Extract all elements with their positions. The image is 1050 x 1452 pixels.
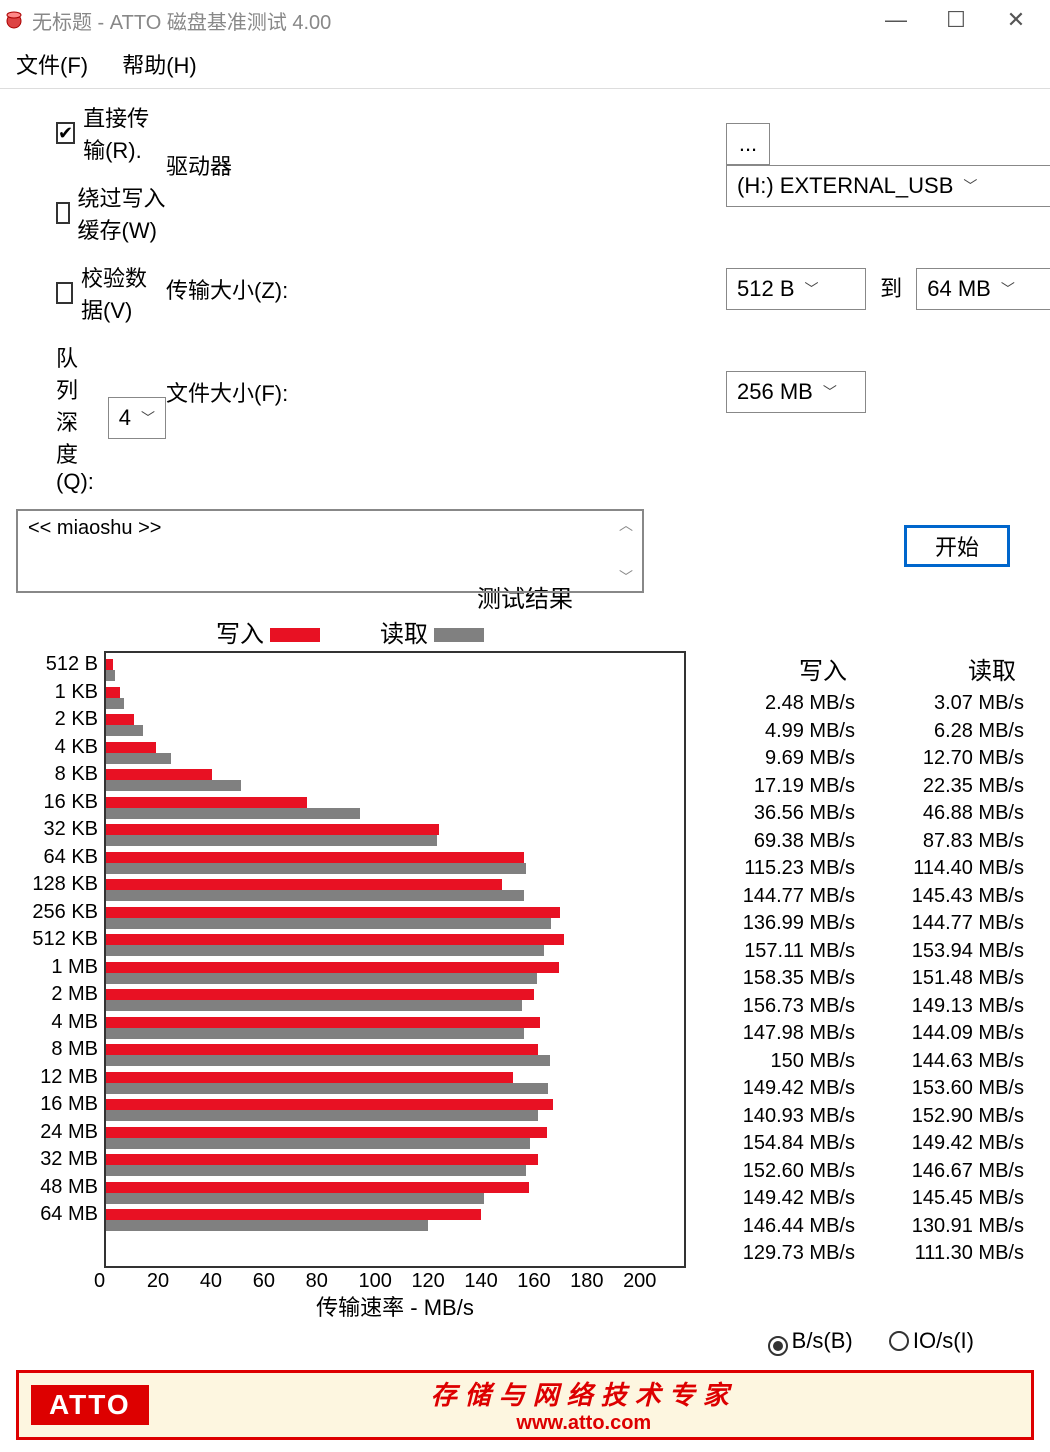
file-size-label: 文件大小(F): bbox=[166, 376, 726, 408]
scroll-down-icon[interactable]: ﹀ bbox=[614, 567, 638, 587]
results-table: 写入 读取 2.48 MB/s3.07 MB/s4.99 MB/s6.28 MB… bbox=[686, 651, 1034, 1268]
radio-bs[interactable]: B/s(B) bbox=[768, 1328, 853, 1353]
menubar: 文件(F) 帮助(H) bbox=[0, 40, 1050, 89]
chevron-down-icon: ﹀ bbox=[141, 408, 155, 428]
verify-checkbox[interactable]: 校验数据(V) bbox=[56, 261, 166, 325]
chart-x-label: 传输速率 - MB/s bbox=[104, 1290, 686, 1322]
chart-bars bbox=[104, 651, 686, 1268]
chevron-down-icon: ﹀ bbox=[823, 382, 837, 402]
window-title: 无标题 - ATTO 磁盘基准测试 4.00 bbox=[32, 6, 331, 35]
menu-file[interactable]: 文件(F) bbox=[16, 53, 88, 78]
results-panel: 测试结果 写入 读取 512 B1 KB2 KB4 KB8 KB16 KB32 … bbox=[0, 579, 1050, 1366]
chart-legend: 写入 读取 bbox=[16, 614, 1034, 649]
start-button[interactable]: 开始 bbox=[904, 525, 1010, 567]
scroll-up-icon[interactable]: ︿ bbox=[614, 515, 638, 535]
to-label: 到 bbox=[880, 276, 902, 301]
minimize-button[interactable]: — bbox=[866, 7, 926, 33]
chevron-down-icon: ﹀ bbox=[805, 279, 819, 299]
direct-io-checkbox[interactable]: ✔直接传输(R). bbox=[56, 101, 166, 165]
radio-ios[interactable]: IO/s(I) bbox=[889, 1328, 974, 1353]
close-button[interactable]: ✕ bbox=[986, 7, 1046, 33]
browse-button[interactable]: ... bbox=[726, 123, 770, 165]
col-read: 读取 bbox=[865, 651, 1034, 686]
description-box[interactable]: << miaoshu >> ︿﹀ bbox=[16, 509, 644, 593]
footer-url: www.atto.com bbox=[149, 1412, 1019, 1435]
transfer-size-label: 传输大小(Z): bbox=[166, 273, 726, 305]
bypass-cache-checkbox[interactable]: 绕过写入缓存(W) bbox=[56, 181, 166, 245]
chevron-down-icon: ﹀ bbox=[1001, 279, 1015, 299]
app-icon bbox=[4, 10, 24, 30]
footer-banner: ATTO 存储与网络技术专家 www.atto.com bbox=[16, 1370, 1034, 1440]
queue-depth-label: 队列深度(Q): bbox=[56, 341, 98, 495]
footer-slogan: 存储与网络技术专家 bbox=[149, 1375, 1019, 1412]
transfer-size-from-select[interactable]: 512 B﹀ bbox=[726, 268, 866, 310]
col-write: 写入 bbox=[696, 651, 865, 686]
drive-select[interactable]: (H:) EXTERNAL_USB﹀ bbox=[726, 165, 1050, 207]
file-size-select[interactable]: 256 MB﹀ bbox=[726, 371, 866, 413]
queue-depth-select[interactable]: 4﹀ bbox=[108, 397, 166, 439]
transfer-size-to-select[interactable]: 64 MB﹀ bbox=[916, 268, 1050, 310]
drive-label: 驱动器 bbox=[166, 149, 726, 181]
chart-y-labels: 512 B1 KB2 KB4 KB8 KB16 KB32 KB64 KB128 … bbox=[16, 651, 104, 1268]
maximize-button[interactable]: ☐ bbox=[926, 7, 986, 33]
chevron-down-icon: ﹀ bbox=[963, 176, 977, 196]
atto-logo: ATTO bbox=[31, 1385, 149, 1425]
menu-help[interactable]: 帮助(H) bbox=[122, 53, 197, 78]
titlebar: 无标题 - ATTO 磁盘基准测试 4.00 — ☐ ✕ bbox=[0, 0, 1050, 40]
